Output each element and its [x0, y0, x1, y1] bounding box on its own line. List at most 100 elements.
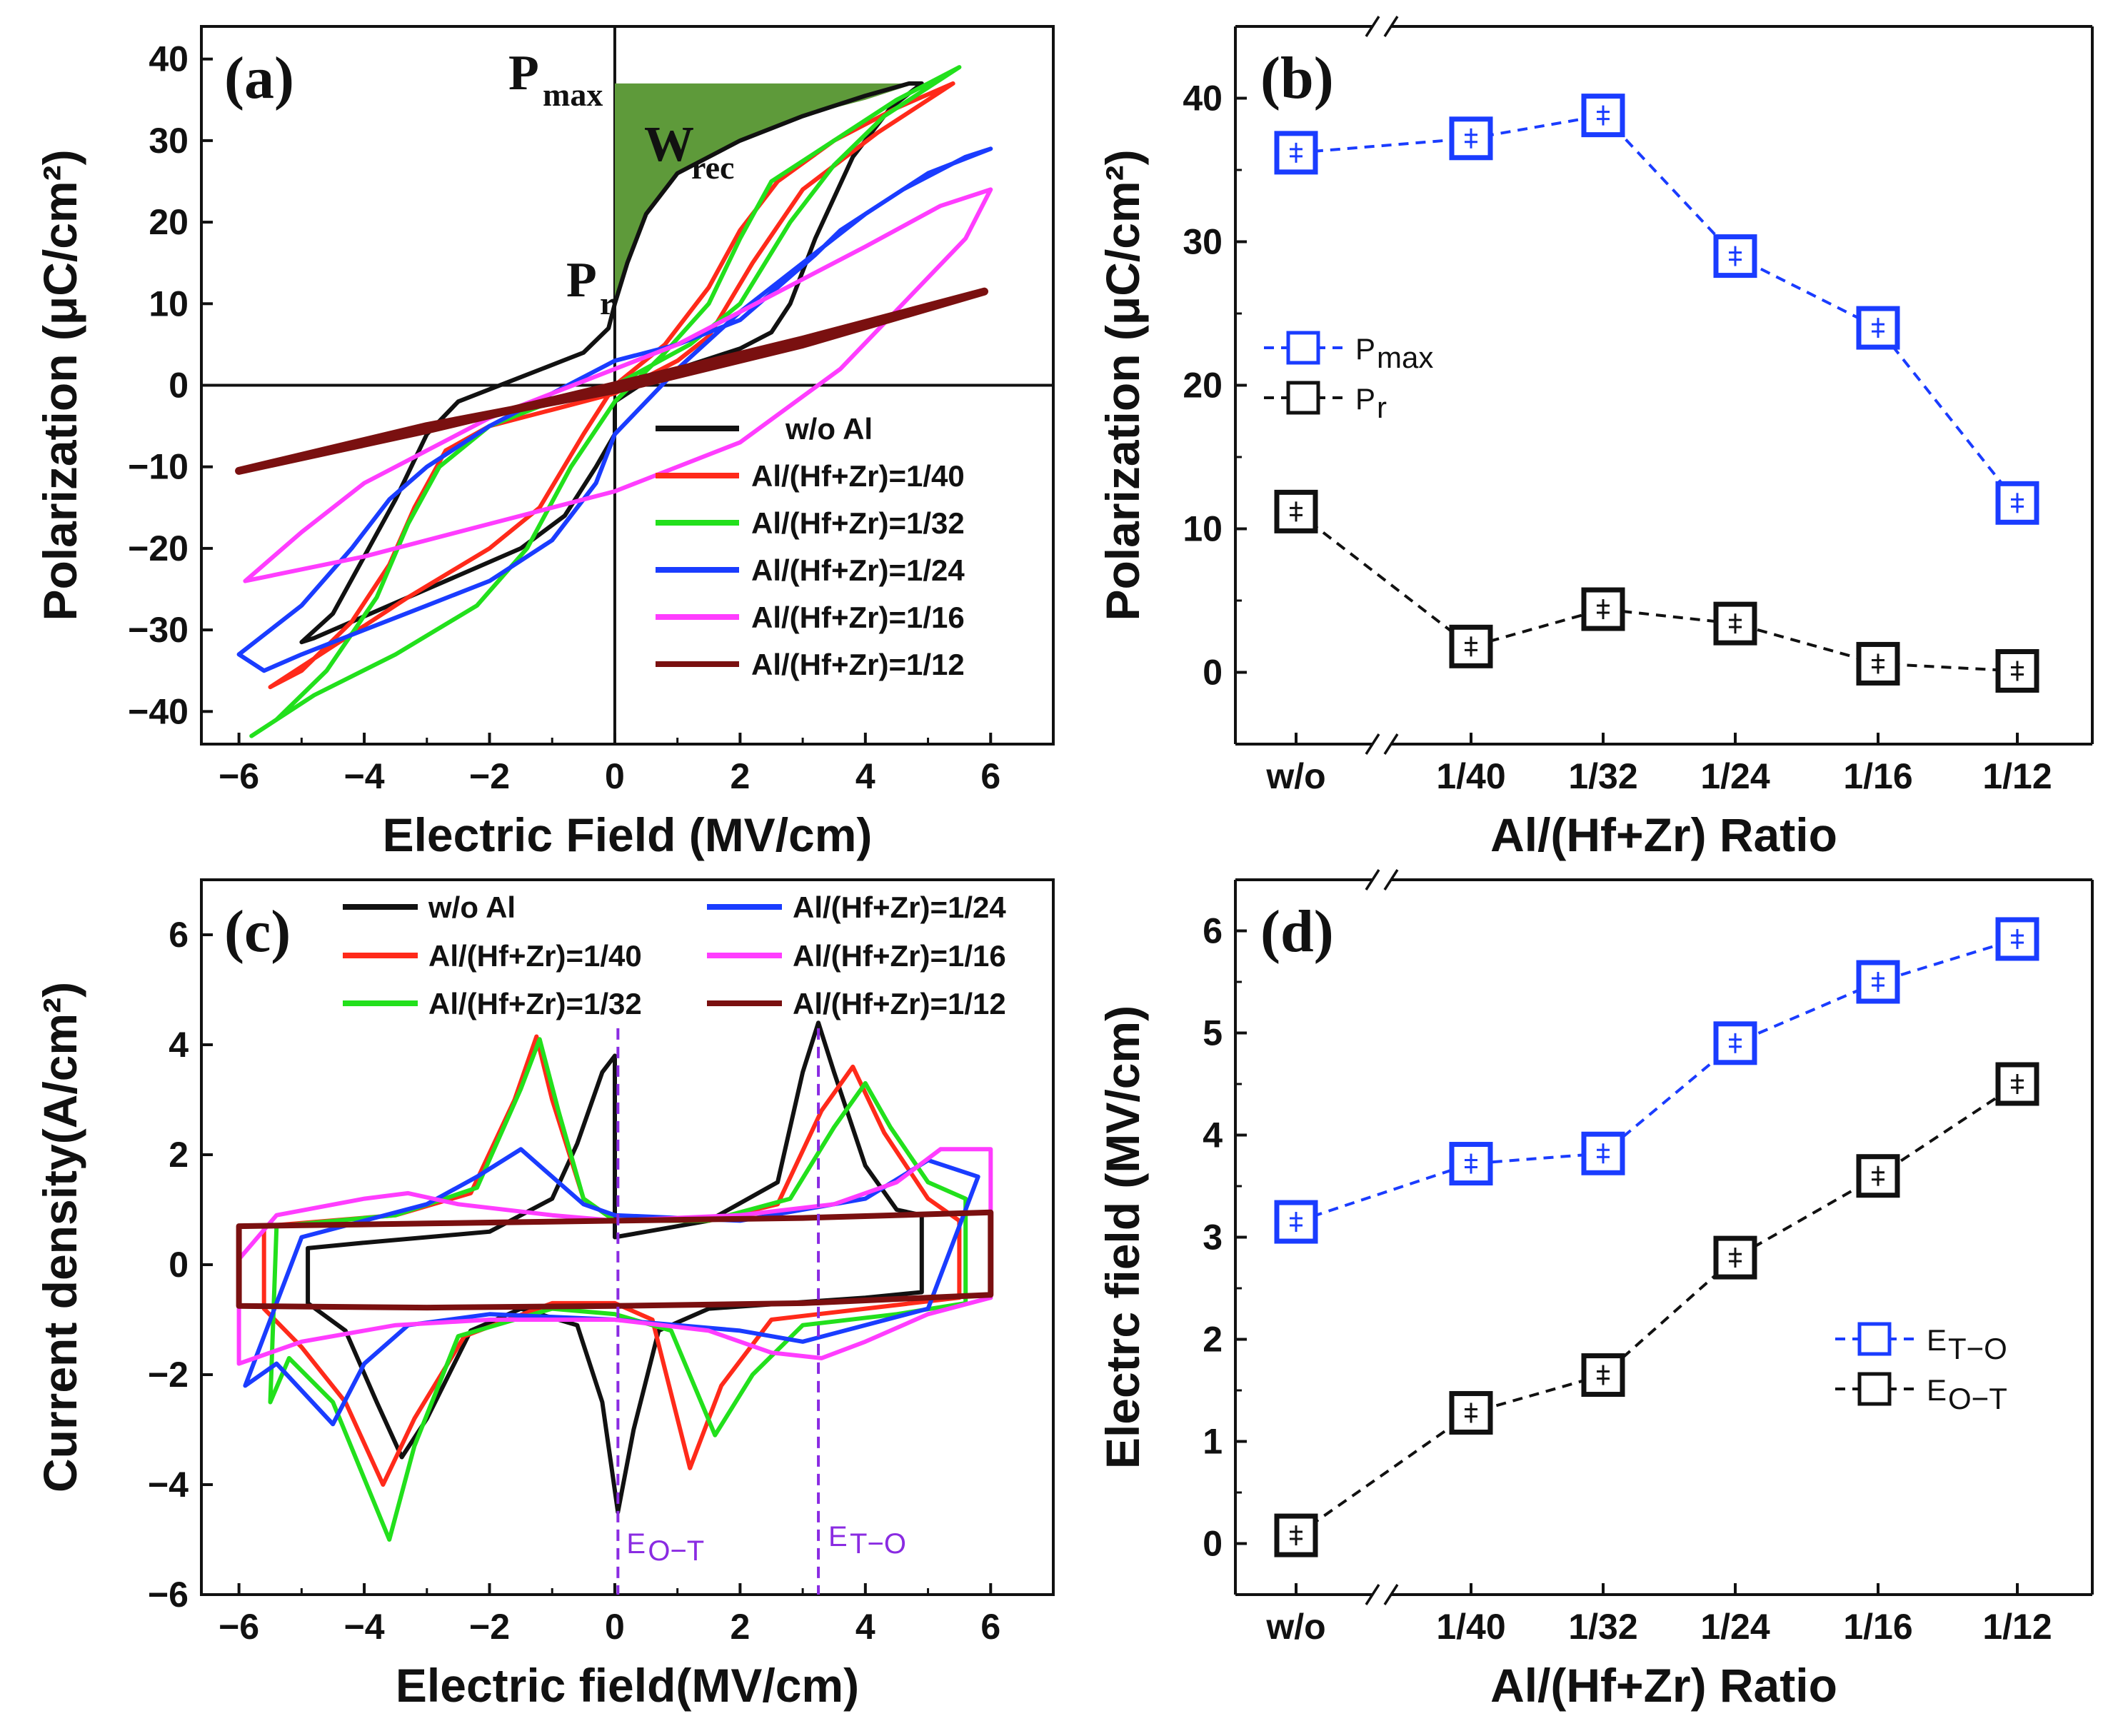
legend-label: Al/(Hf+Zr)=1/24	[793, 890, 1006, 924]
data-point-E_O-T	[1856, 1154, 1900, 1198]
axis-break-mark	[1365, 16, 1380, 37]
y-tick-label: 0	[169, 366, 189, 406]
y-axis-label: Current density(A/cm²)	[34, 982, 86, 1492]
data-point-Pmax	[1856, 306, 1900, 350]
y-tick-label: 20	[1183, 366, 1223, 406]
data-point-Pmax	[1713, 234, 1757, 279]
x-tick-label: 4	[855, 756, 875, 796]
annotation-eto: E	[828, 1521, 848, 1552]
y-tick-label: −4	[148, 1465, 189, 1505]
y-tick-label: 30	[1183, 222, 1223, 262]
axis-break-mark	[1365, 733, 1380, 755]
y-axis-label: Polarization (μC/cm²)	[1096, 149, 1149, 621]
x-tick-label: w/o	[1265, 1607, 1325, 1647]
axis-break-mark	[1383, 733, 1399, 755]
y-tick-label: 6	[1203, 911, 1223, 951]
x-tick-label: 1/12	[1982, 1607, 2052, 1647]
axis-break-mark	[1365, 1584, 1380, 1605]
panel-label: (d)	[1260, 898, 1334, 965]
data-point-E_T-O	[1274, 1200, 1318, 1244]
y-tick-label: 40	[149, 39, 189, 79]
legend-label: Al/(Hf+Zr)=1/16	[793, 939, 1006, 973]
series-line-Pmax	[1295, 114, 2019, 504]
axis-break-mark	[1383, 1584, 1399, 1605]
series-line-1-24	[243, 1147, 980, 1427]
legend-label: Al/(Hf+Zr)=1/12	[751, 648, 965, 681]
series-line-1-40	[268, 81, 955, 690]
y-tick-label: 5	[1203, 1013, 1223, 1053]
panel-label: (c)	[224, 898, 291, 965]
y-tick-label: 0	[1203, 653, 1223, 693]
annotation-pmax-sub: max	[543, 76, 603, 113]
data-point-E_T-O	[1581, 1131, 1625, 1175]
y-tick-label: 0	[1203, 1524, 1223, 1564]
data-point-Pr	[1856, 641, 1900, 686]
x-tick-label: 1/24	[1700, 756, 1770, 796]
x-tick-label: 1/24	[1700, 1607, 1770, 1647]
series-line-1-12	[235, 287, 988, 475]
x-axis-label: Electric Field (MV/cm)	[383, 808, 873, 861]
series-line-1-16	[236, 1147, 993, 1366]
legend-swatch-marker	[1857, 1322, 1892, 1356]
y-tick-label: 10	[149, 284, 189, 323]
x-tick-label: 4	[855, 1607, 875, 1647]
x-tick-label: 0	[605, 756, 625, 796]
y-tick-label: 4	[169, 1025, 189, 1065]
y-tick-label: 20	[149, 202, 189, 242]
legend-label: Al/(Hf+Zr)=1/40	[751, 459, 965, 493]
axis-break-mark	[1365, 869, 1380, 890]
series-line-Pr	[1295, 510, 2018, 673]
y-tick-label: 6	[169, 915, 189, 955]
y-tick-label: 30	[149, 121, 189, 161]
panel-label: (a)	[224, 45, 294, 111]
panel-d: 0 1 2 3 4 5 6 w/o 1/40 1/32 1/24 1/16 1/12 Al/(Hf+Zr)…	[1096, 869, 2094, 1712]
legend-label: Al/(Hf+Zr)=1/16	[751, 601, 965, 634]
legend-label: Al/(Hf+Zr)=1/32	[428, 987, 642, 1020]
data-point-Pmax	[1995, 481, 2039, 525]
x-tick-label: 6	[980, 1607, 1000, 1647]
x-tick-label: 1/32	[1568, 756, 1637, 796]
legend-label-sub: max	[1377, 341, 1433, 374]
y-tick-label: −2	[148, 1355, 189, 1395]
x-tick-label: −2	[469, 1607, 510, 1647]
x-tick-label: 1/40	[1436, 756, 1505, 796]
y-tick-label: 4	[1203, 1115, 1223, 1155]
data-point-E_T-O	[1856, 960, 1900, 1004]
legend-label: w/o Al	[428, 890, 516, 924]
x-tick-label: 1/16	[1843, 1607, 1912, 1647]
series-line-w-o Al	[299, 81, 924, 645]
y-tick-label: 0	[169, 1245, 189, 1285]
y-tick-label: 2	[169, 1135, 189, 1175]
legend-label: Al/(Hf+Zr)=1/40	[428, 939, 642, 973]
legend-label: P	[1355, 382, 1375, 416]
series-line-1-40	[261, 1034, 962, 1487]
wrec-shaded-area	[615, 83, 915, 304]
annotation-eto-sub: T−O	[850, 1528, 906, 1560]
x-tick-label: 0	[605, 1607, 625, 1647]
plot-frame	[200, 878, 1055, 1596]
legend-swatch-marker	[1857, 1372, 1892, 1406]
x-tick-label: 2	[730, 1607, 750, 1647]
legend-label-sub: r	[1377, 391, 1387, 424]
y-tick-label: 1	[1203, 1422, 1223, 1462]
panel-a: −6 −4 −2 0 2 4 6403020100−10−20−30−40Electric …	[34, 25, 1055, 861]
series-line-E_T-O	[1295, 937, 2018, 1223]
annotation-pr-sub: r	[600, 285, 614, 321]
y-tick-label: −10	[128, 447, 189, 487]
axis-break-mark	[1383, 16, 1399, 37]
x-tick-label: 1/40	[1436, 1607, 1505, 1647]
annotation-eot: E	[626, 1528, 646, 1560]
legend-swatch-marker	[1286, 381, 1320, 415]
y-tick-label: 2	[1203, 1320, 1223, 1360]
legend-label: w/o Al	[785, 412, 873, 446]
legend-label: Al/(Hf+Zr)=1/24	[751, 553, 965, 587]
x-tick-label: −6	[219, 756, 259, 796]
series-line-1-32	[249, 65, 962, 738]
y-tick-label: −30	[128, 610, 189, 650]
series-line-w-o Al	[306, 1020, 924, 1515]
annotation-pr: P	[566, 253, 597, 308]
y-tick-label: 3	[1203, 1218, 1223, 1258]
x-tick-label: −2	[469, 756, 510, 796]
series-line-1-24	[236, 146, 993, 673]
